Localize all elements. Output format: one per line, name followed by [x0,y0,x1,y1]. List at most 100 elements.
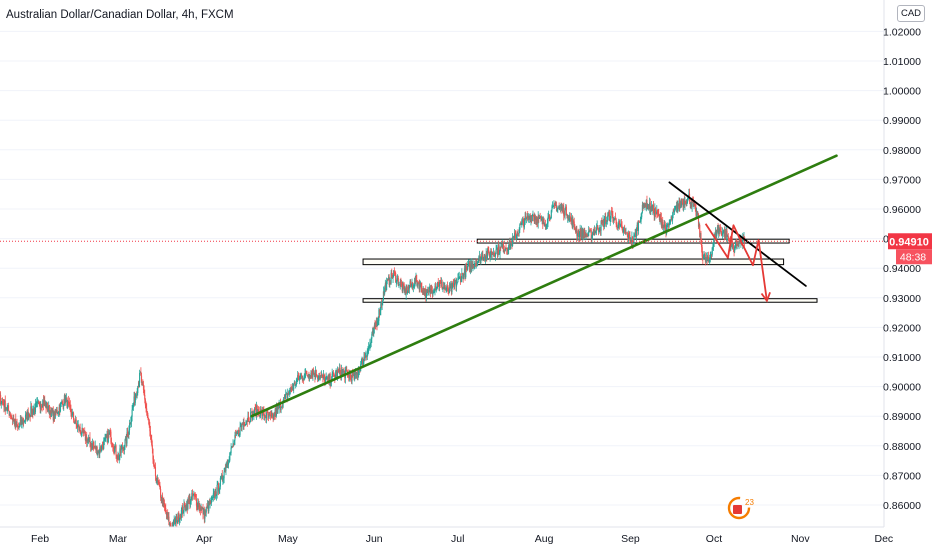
candle-body [180,509,182,518]
candle-body [5,407,7,411]
candle-body [474,263,476,266]
candle-body [175,516,177,520]
candle-body [308,374,310,378]
candle-body [229,452,232,454]
candle-body [472,265,474,269]
candle-body [193,494,196,497]
candle-body [241,424,243,427]
candle-body [565,206,567,216]
candle-body [550,210,552,219]
candle-body [501,246,503,248]
candle-body [381,301,383,306]
candle-body [710,254,712,257]
candle-body [517,233,520,235]
candle-body [583,230,585,240]
candle-body [198,504,200,508]
candle-body [691,199,693,208]
candle-body [136,393,138,396]
candle-body [80,431,82,435]
candle-body [721,232,724,236]
candle-body [615,219,617,225]
candle-body [139,372,141,383]
candle-body [58,407,60,412]
candle-body [605,217,607,225]
candle-body [406,286,408,294]
candle-body [607,215,609,221]
candle-body [161,496,163,500]
candle-body [88,437,90,439]
candle-body [36,401,39,403]
candle-body [163,499,165,504]
candle-body [522,219,524,223]
candle-body [158,484,160,486]
candle-body [225,467,227,472]
candle-body [313,370,315,374]
candle-body [116,457,118,459]
candle-body [719,229,721,232]
candle-body [36,402,38,404]
candle-body [237,429,239,434]
candle-body [513,236,515,238]
candle-body [718,229,720,232]
candle-body [190,501,192,505]
candle-body [295,380,297,386]
candle-body [305,371,307,374]
price-tick-label: 1.01000 [883,56,921,68]
candle-body [217,483,219,485]
candle-body [177,512,179,521]
candle-body [293,383,295,390]
candle-body [307,374,309,376]
candle-body [372,331,374,335]
candle-body [560,207,562,210]
candle-body [197,502,199,508]
time-axis[interactable]: Feb Mar Apr May Jun Jul Aug Sep Oct Nov Dec [0,526,932,550]
trendlines[interactable] [250,154,838,418]
candle-body [265,412,268,419]
candle-body [649,202,651,212]
candle-body [183,503,185,513]
candle-body [516,234,518,239]
candle-body [236,432,238,434]
candle-body [186,503,188,509]
month-label: Jun [366,533,383,545]
candle-body [725,229,727,238]
candle-body [645,204,647,208]
price-axis[interactable]: 0.86000 0.87000 0.88000 0.89000 0.90000 0.910… [883,0,932,550]
candle-body [548,214,550,219]
candle-body [410,281,412,287]
candle-body [314,373,316,378]
symbol-title[interactable]: Australian Dollar/Canadian Dollar, 4h, F… [6,9,234,21]
candle-body [704,254,706,261]
candle-body [285,393,287,395]
candle-body [693,203,695,207]
candle-body [12,419,14,421]
candle-body [404,289,407,295]
candle-body [73,419,75,424]
candle-body [561,207,563,210]
candle-body [649,202,651,210]
candle-body [488,253,490,258]
candle-body [618,220,620,226]
candle-body [4,400,6,408]
candle-body [425,289,428,299]
candle-body [284,394,286,399]
candle-body [298,377,300,380]
candle-body [128,430,130,435]
candle-body [555,205,557,206]
candle-body [142,384,145,390]
candle-body [48,405,50,410]
candle-body [717,226,719,233]
currency-badge[interactable]: CAD [897,5,925,22]
candle-body [584,230,586,234]
candle-body [54,412,56,419]
candle-body [28,414,31,417]
candle-body [84,431,86,433]
candle-body [642,204,644,207]
candle-body [448,291,450,293]
projection-path[interactable] [704,223,771,303]
candle-body [215,494,218,496]
candle-body [431,290,433,295]
candle-body [90,442,92,447]
candle-body [132,405,134,408]
